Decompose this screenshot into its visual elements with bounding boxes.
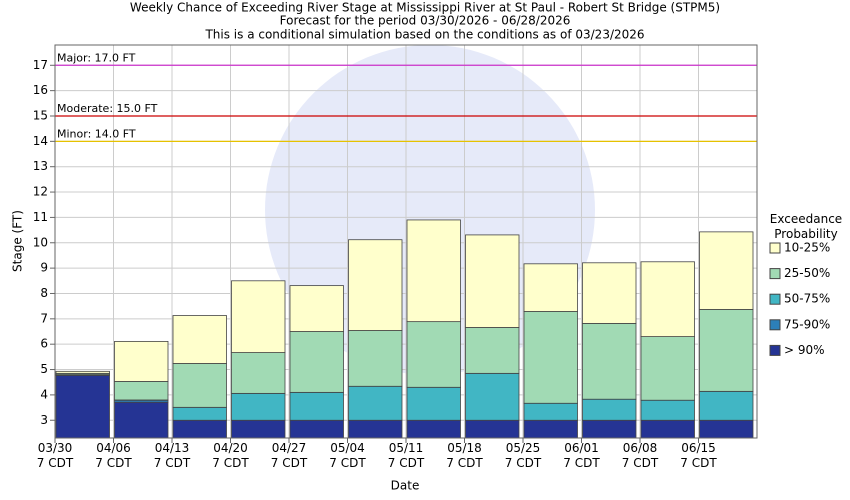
bar-segment xyxy=(699,309,754,392)
bar-segment xyxy=(348,239,403,331)
bar-segment xyxy=(582,398,637,421)
bar-segment xyxy=(640,336,695,401)
bar-segment xyxy=(582,419,637,439)
legend-label: 10-25% xyxy=(784,241,830,255)
y-tick-label: 17 xyxy=(33,58,48,72)
bar-segment xyxy=(348,385,403,421)
bar-segment xyxy=(699,390,754,421)
x-tick-label: 05/18 7 CDT xyxy=(446,441,483,470)
y-tick-label: 13 xyxy=(33,159,48,173)
bar-segment xyxy=(289,331,344,393)
y-tick-label: 15 xyxy=(33,108,48,122)
legend-label: 75-90% xyxy=(784,317,830,331)
bar-segment xyxy=(523,263,578,312)
y-tick-label: 12 xyxy=(33,185,48,199)
bar-segment xyxy=(465,234,520,328)
legend-label: > 90% xyxy=(784,343,825,357)
bar-segment xyxy=(699,231,754,310)
bar-segment xyxy=(231,352,286,394)
bar-segment xyxy=(114,340,169,382)
bar-segment xyxy=(465,372,520,421)
y-tick-label: 10 xyxy=(33,235,48,249)
x-tick-label: 05/25 7 CDT xyxy=(504,441,542,470)
bar-segment xyxy=(114,381,169,401)
bar-segment xyxy=(55,370,110,374)
bar-segment xyxy=(582,262,637,324)
legend-swatch xyxy=(769,242,781,254)
bar-segment xyxy=(289,419,344,439)
y-tick-label: 7 xyxy=(40,311,48,325)
y-tick-label: 16 xyxy=(33,83,48,97)
bar-segment xyxy=(406,321,461,388)
y-axis-label: Stage (FT) xyxy=(11,210,25,272)
x-tick-label: 05/11 7 CDT xyxy=(387,441,425,470)
bar-segment xyxy=(523,419,578,439)
x-tick-label: 04/13 7 CDT xyxy=(153,441,191,470)
bar-segment xyxy=(406,219,461,323)
bar-segment xyxy=(231,419,286,439)
bar-segment xyxy=(231,392,286,421)
x-tick-label: 04/06 7 CDT xyxy=(95,441,132,470)
y-tick-label: 6 xyxy=(40,337,48,351)
bar-segment xyxy=(348,330,403,387)
y-tick-label: 5 xyxy=(40,362,48,376)
legend-swatch xyxy=(769,344,781,356)
chart-note: This is a conditional simulation based o… xyxy=(204,28,644,42)
bar-segment xyxy=(348,419,403,439)
x-tick-label: 06/08 7 CDT xyxy=(621,441,659,470)
y-tick-label: 9 xyxy=(40,261,48,275)
bar-segment xyxy=(640,261,695,337)
x-tick-label: 06/01 7 CDT xyxy=(563,441,600,470)
bar-segment xyxy=(55,374,110,439)
y-tick-label: 8 xyxy=(40,286,48,300)
bar-segment xyxy=(406,386,461,421)
bar-segment xyxy=(172,363,227,408)
bar-segment xyxy=(523,311,578,404)
legend-swatch xyxy=(769,293,781,305)
y-tick-label: 4 xyxy=(40,387,48,401)
x-axis-label: Date xyxy=(391,479,420,493)
legend-swatch xyxy=(769,319,781,331)
x-tick-label: 04/20 7 CDT xyxy=(212,441,249,470)
y-tick-label: 11 xyxy=(33,210,48,224)
legend-label: 50-75% xyxy=(784,292,830,306)
bar-segment xyxy=(231,280,286,353)
chart-title: Weekly Chance of Exceeding River Stage a… xyxy=(130,1,720,15)
bar-segment xyxy=(465,419,520,439)
bar-segment xyxy=(465,327,520,374)
threshold-label: Minor: 14.0 FT xyxy=(57,127,136,140)
y-tick-label: 3 xyxy=(40,413,48,427)
threshold-label: Moderate: 15.0 FT xyxy=(57,102,158,115)
bar-segment xyxy=(699,419,754,439)
bar-segment xyxy=(289,285,344,332)
bar-segment xyxy=(172,419,227,439)
bar-segment xyxy=(640,399,695,421)
bar-segment xyxy=(172,315,227,364)
x-tick-label: 03/30 7 CDT xyxy=(36,441,74,470)
bar-segment xyxy=(640,419,695,439)
x-tick-label: 05/04 7 CDT xyxy=(329,441,366,470)
bar-segment xyxy=(406,419,461,439)
legend-swatch xyxy=(769,268,781,280)
y-tick-label: 14 xyxy=(33,134,48,148)
bar-segment xyxy=(172,406,227,421)
legend-label: 25-50% xyxy=(784,266,830,280)
bar-segment xyxy=(114,401,169,439)
bar-segment xyxy=(523,402,578,421)
bar-segment xyxy=(582,322,637,400)
x-tick-label: 06/15 7 CDT xyxy=(680,441,717,470)
legend-title: Exceedance Probability xyxy=(769,212,843,241)
bar-segment xyxy=(289,391,344,421)
threshold-label: Major: 17.0 FT xyxy=(57,51,136,64)
chart-subtitle: Forecast for the period 03/30/2026 - 06/… xyxy=(280,14,571,28)
x-tick-label: 04/27 7 CDT xyxy=(270,441,308,470)
